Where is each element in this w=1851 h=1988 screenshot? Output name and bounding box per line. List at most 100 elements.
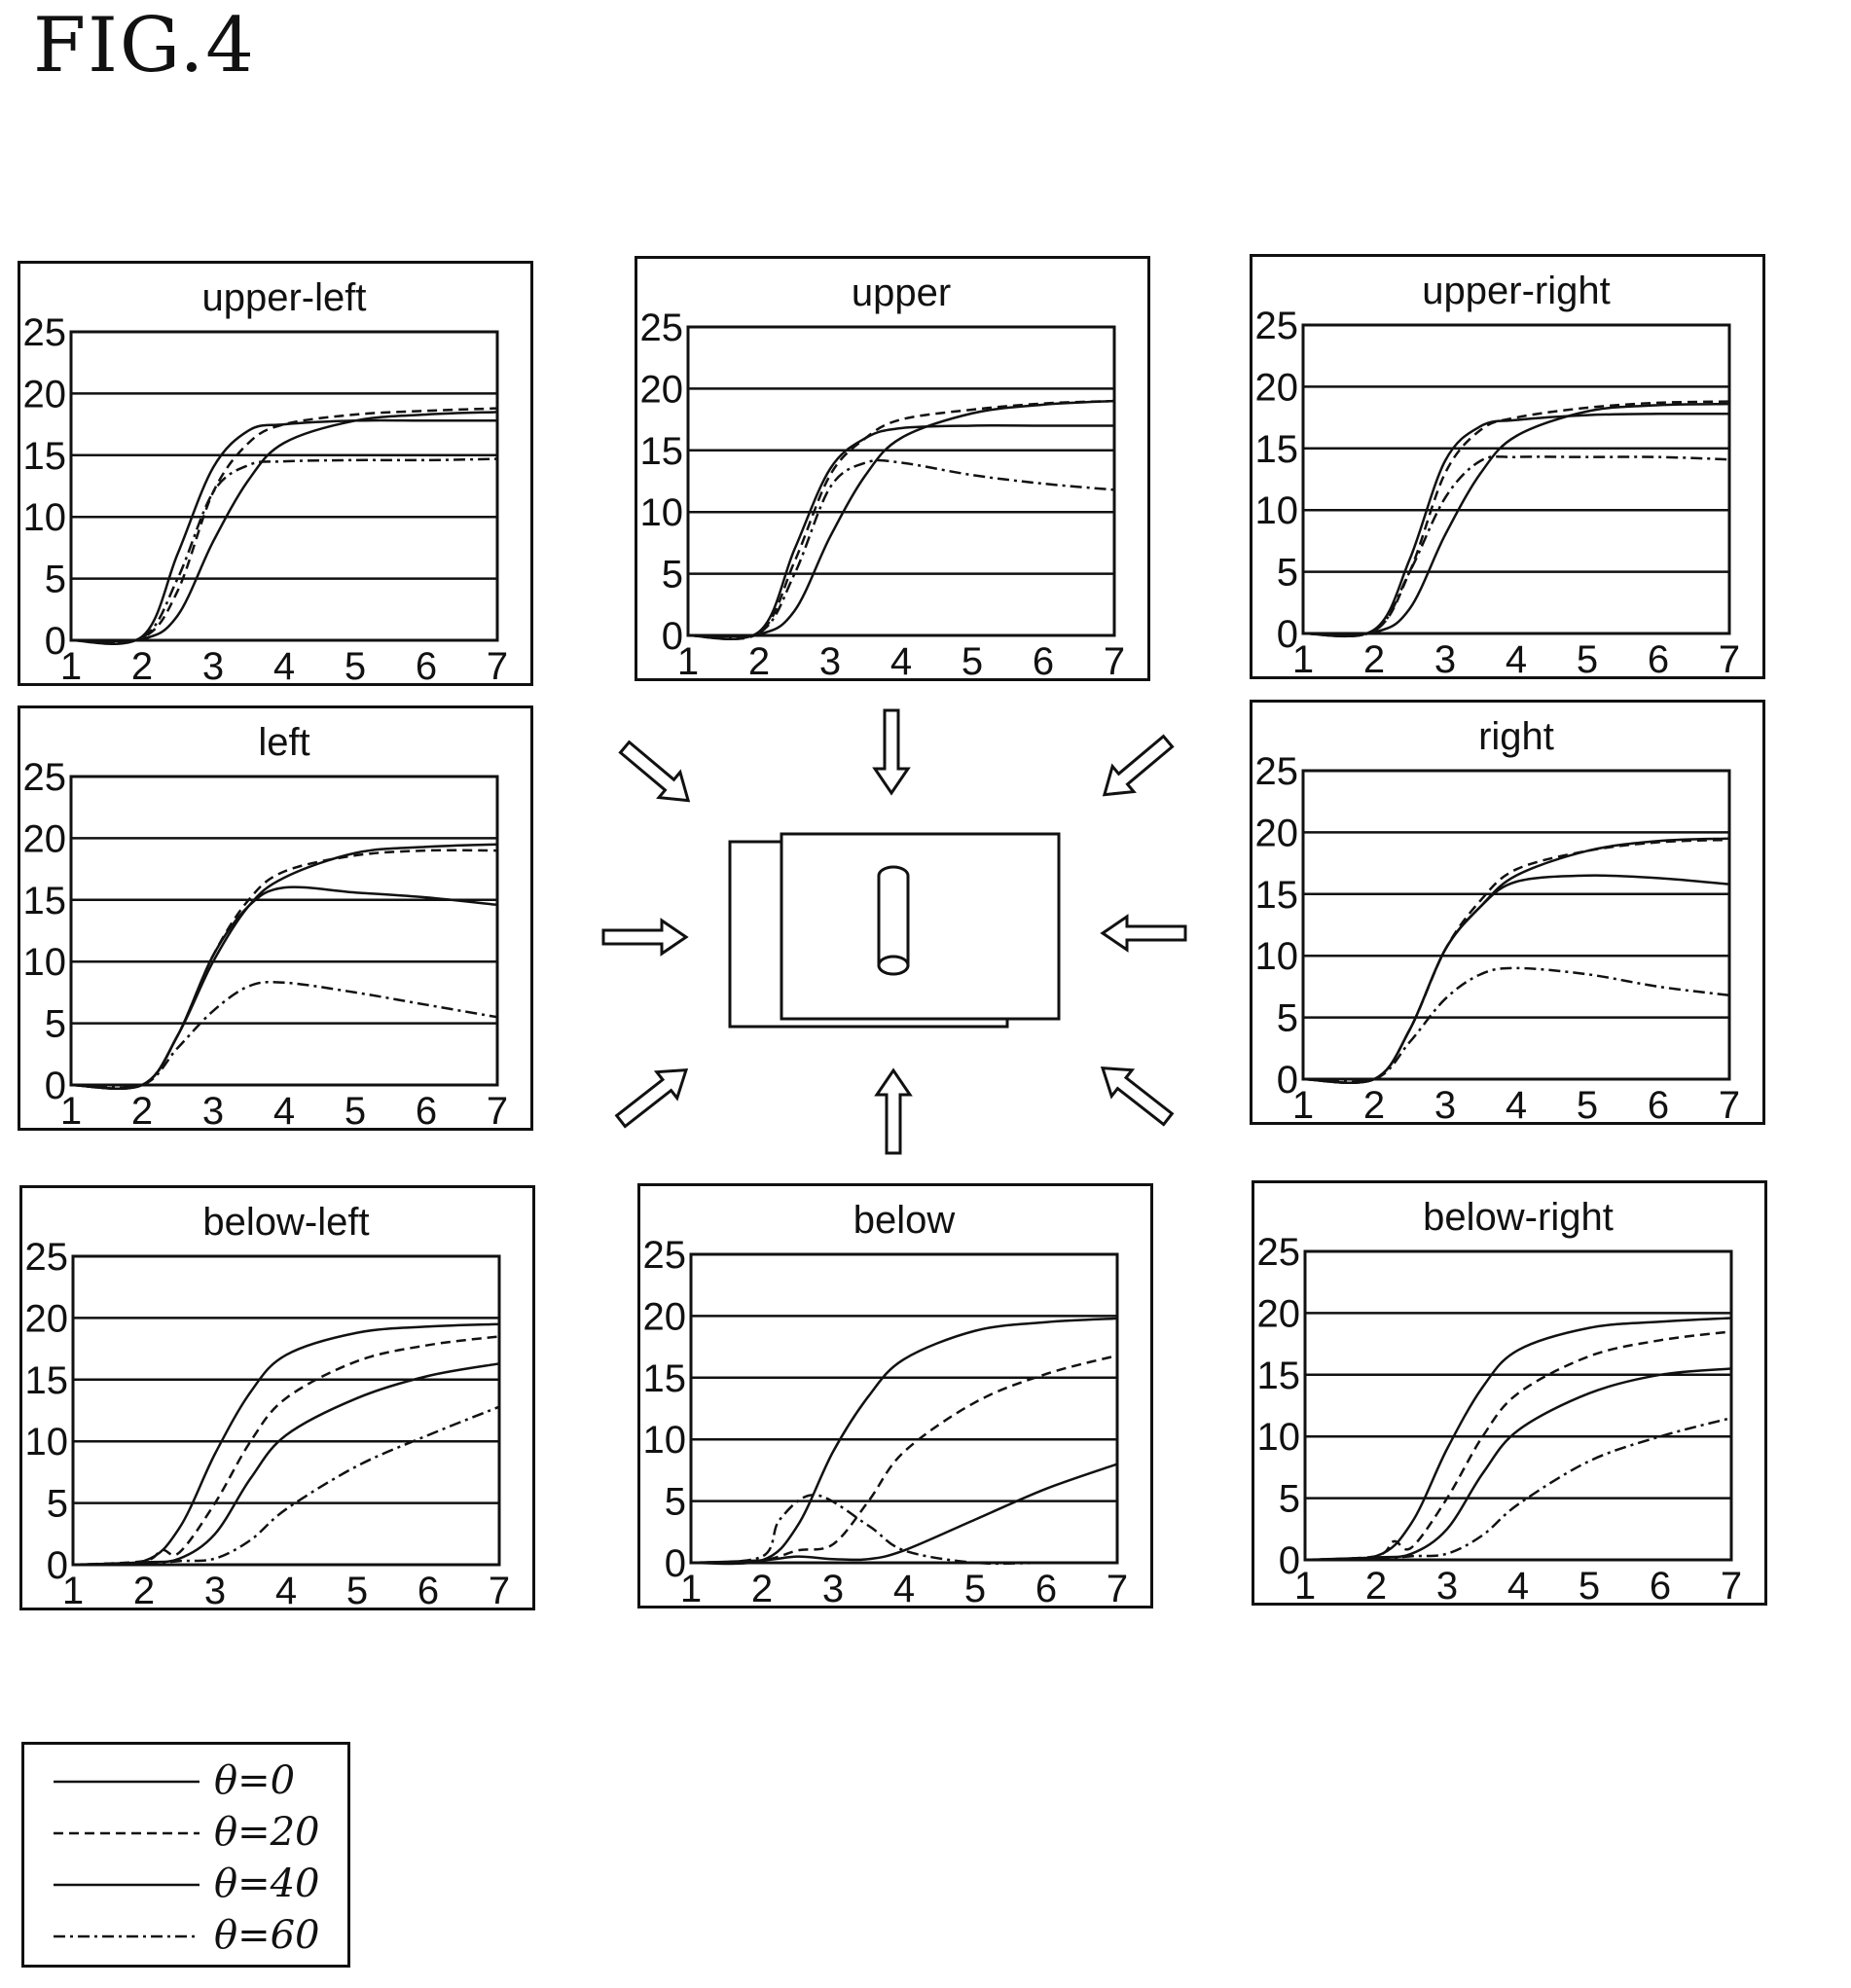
series-line <box>1305 1331 1731 1560</box>
y-tick-label: 15 <box>1257 1355 1301 1397</box>
chart-below-left: below-left05101520251234567 <box>22 1188 532 1608</box>
x-tick-label: 3 <box>1434 638 1456 676</box>
y-tick-label: 10 <box>640 491 684 534</box>
arrow-upper-left <box>614 735 699 813</box>
y-tick-label: 20 <box>1255 812 1299 854</box>
x-tick-label: 2 <box>748 640 770 678</box>
y-tick-label: 25 <box>640 307 684 349</box>
y-tick-label: 25 <box>643 1234 687 1277</box>
series-line <box>1303 839 1729 1083</box>
chart-panel-below-left: below-left05101520251234567 <box>19 1185 535 1610</box>
y-tick-label: 15 <box>1255 428 1299 471</box>
y-tick-label: 15 <box>25 1359 69 1402</box>
legend-line-sample <box>54 1766 200 1795</box>
legend-item: θ=60 <box>24 1913 345 1962</box>
x-tick-label: 5 <box>1577 1084 1598 1122</box>
series-line <box>1303 876 1729 1083</box>
arrow-below-right <box>1093 1055 1179 1132</box>
legend-label: θ=60 <box>214 1913 320 1958</box>
plot-frame <box>688 327 1114 635</box>
chart-title: upper-left <box>202 276 367 319</box>
chart-title: right <box>1478 715 1554 758</box>
chart-panel-left: left05101520251234567 <box>18 705 533 1131</box>
legend-label: θ=20 <box>214 1810 320 1855</box>
x-tick-label: 6 <box>1648 1084 1669 1122</box>
series-line <box>1305 1368 1731 1560</box>
x-tick-label: 4 <box>1506 638 1527 676</box>
x-tick-label: 2 <box>751 1568 773 1606</box>
series-line <box>688 425 1114 638</box>
y-tick-label: 15 <box>23 880 67 922</box>
arrow-upper-right <box>1094 729 1179 808</box>
x-tick-label: 7 <box>1721 1565 1742 1603</box>
chart-panel-upper: upper05101520251234567 <box>635 256 1150 681</box>
x-tick-label: 1 <box>62 1570 84 1608</box>
series-line <box>1303 456 1729 636</box>
x-tick-label: 5 <box>1579 1565 1600 1603</box>
series-line <box>71 845 497 1089</box>
x-tick-label: 1 <box>1292 638 1314 676</box>
sensor-plate-front <box>781 834 1059 1019</box>
plot-frame <box>1303 771 1729 1079</box>
x-tick-label: 7 <box>1107 1568 1128 1606</box>
chart-panel-upper-left: upper-left05101520251234567 <box>18 261 533 686</box>
x-tick-label: 3 <box>202 1090 224 1128</box>
plot-frame <box>691 1254 1117 1563</box>
chart-below-right: below-right05101520251234567 <box>1254 1183 1764 1603</box>
x-tick-label: 7 <box>489 1570 510 1608</box>
x-tick-label: 6 <box>1035 1568 1057 1606</box>
y-tick-label: 10 <box>23 496 67 539</box>
chart-panel-upper-right: upper-right05101520251234567 <box>1250 254 1765 679</box>
y-tick-label: 10 <box>25 1421 69 1464</box>
x-tick-label: 2 <box>1365 1565 1387 1603</box>
legend-item: θ=40 <box>24 1861 345 1910</box>
x-tick-label: 5 <box>964 1568 986 1606</box>
y-tick-label: 5 <box>45 559 66 601</box>
x-tick-label: 7 <box>1104 640 1125 678</box>
arrow-upper <box>875 710 908 793</box>
series-line <box>691 1355 1117 1563</box>
y-tick-label: 10 <box>23 941 67 984</box>
legend-label: θ=0 <box>214 1758 295 1803</box>
x-tick-label: 3 <box>202 645 224 683</box>
y-tick-label: 25 <box>1255 305 1299 347</box>
x-tick-label: 1 <box>1292 1084 1314 1122</box>
legend-line-sample <box>54 1921 200 1950</box>
x-tick-label: 2 <box>133 1570 155 1608</box>
chart-title: upper <box>852 271 951 314</box>
chart-title: below-right <box>1423 1196 1614 1239</box>
plot-frame <box>73 1256 499 1565</box>
series-line <box>73 1324 499 1566</box>
plot-frame <box>71 777 497 1085</box>
chart-left: left05101520251234567 <box>20 708 530 1128</box>
x-tick-label: 5 <box>345 1090 366 1128</box>
y-tick-label: 5 <box>662 554 683 596</box>
series-line <box>71 420 497 644</box>
x-tick-label: 4 <box>275 1570 297 1608</box>
series-line <box>73 1363 499 1565</box>
x-tick-label: 6 <box>1650 1565 1671 1603</box>
y-tick-label: 10 <box>1255 489 1299 532</box>
y-tick-label: 20 <box>640 368 684 411</box>
x-tick-label: 6 <box>417 1570 439 1608</box>
x-tick-label: 7 <box>1719 638 1740 676</box>
x-tick-label: 2 <box>131 1090 153 1128</box>
x-tick-label: 3 <box>1434 1084 1456 1122</box>
y-tick-label: 15 <box>640 430 684 473</box>
chart-right: right05101520251234567 <box>1252 703 1762 1122</box>
y-tick-label: 10 <box>1257 1416 1301 1459</box>
x-tick-label: 1 <box>680 1568 702 1606</box>
x-tick-label: 1 <box>60 645 82 683</box>
y-tick-label: 10 <box>643 1419 687 1462</box>
series-line <box>71 459 497 643</box>
x-tick-label: 5 <box>1577 638 1598 676</box>
series-line <box>1303 968 1729 1082</box>
series-line <box>71 412 497 641</box>
arrow-right <box>1103 917 1185 950</box>
center-diagram <box>584 681 1207 1226</box>
y-tick-label: 20 <box>23 817 67 860</box>
chart-panel-below-right: below-right05101520251234567 <box>1252 1180 1767 1606</box>
x-tick-label: 7 <box>487 645 508 683</box>
arrow-left <box>603 921 686 954</box>
y-tick-label: 15 <box>643 1357 687 1400</box>
